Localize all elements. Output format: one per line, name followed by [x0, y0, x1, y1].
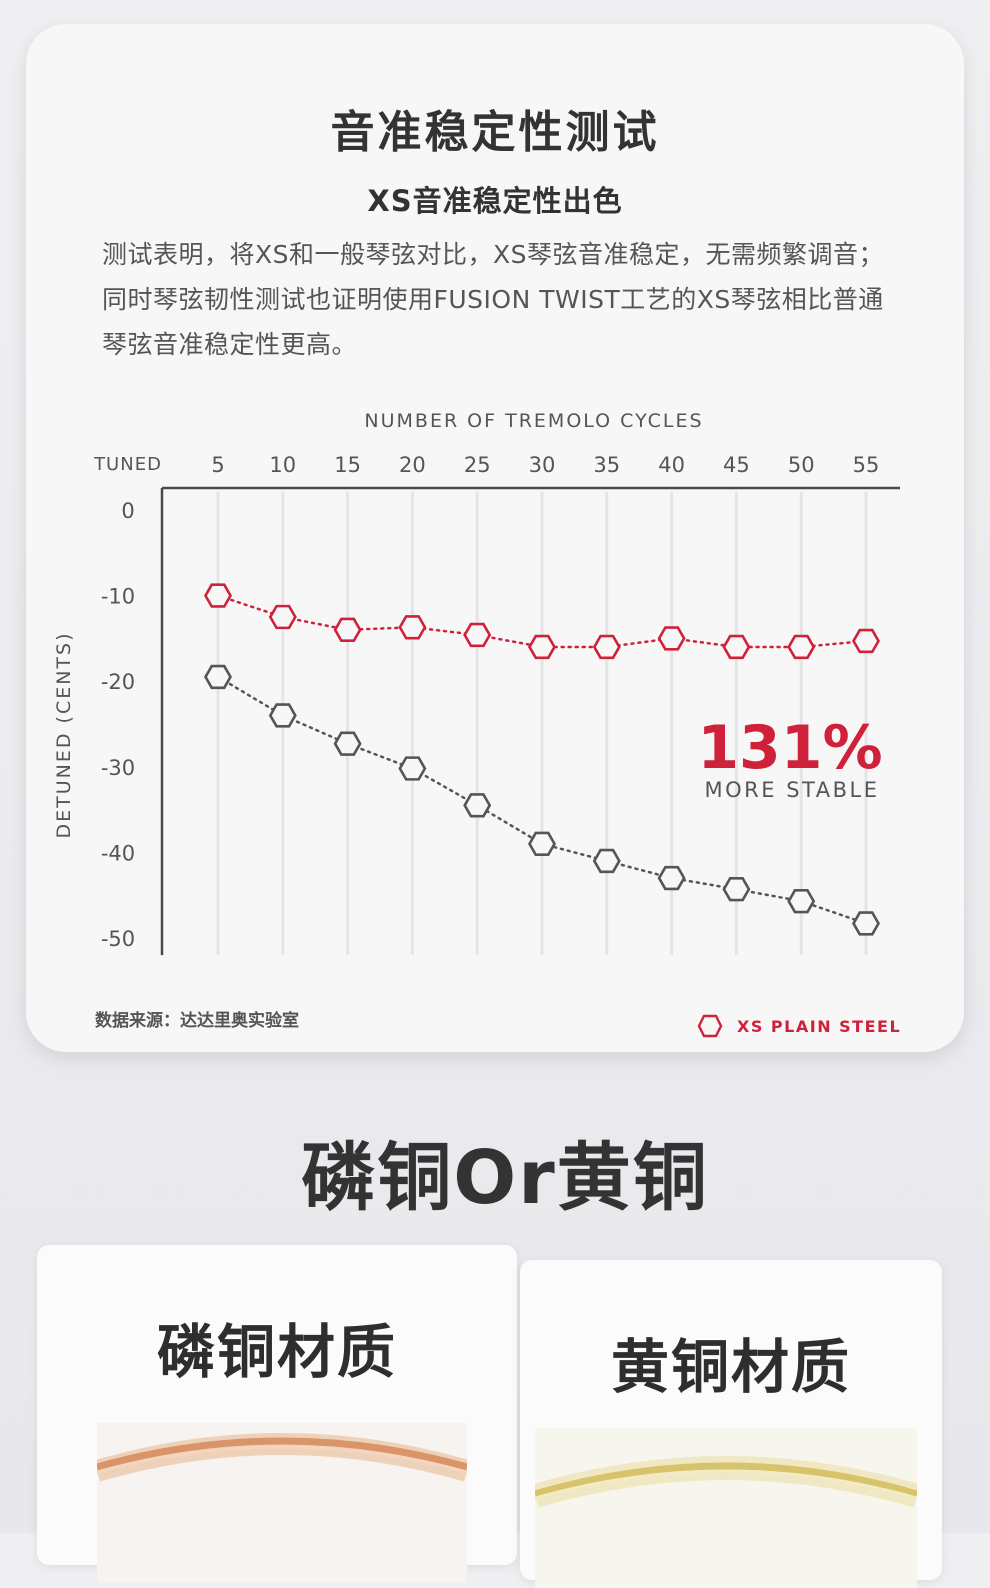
y-tick-label: -40 — [101, 841, 135, 865]
stability-test-card — [26, 24, 964, 1052]
y-tick-label: -10 — [101, 585, 135, 609]
data-point-0-10 — [268, 604, 297, 630]
x-tick-label: 40 — [658, 453, 685, 477]
card-title: 音准稳定性测试 — [330, 107, 660, 158]
data-point-1-5 — [204, 664, 232, 690]
data-point-1-40 — [657, 865, 686, 891]
x-tick-label: 10 — [269, 453, 296, 477]
y-axis-title: DETUNED (CENTS) — [53, 631, 75, 838]
data-point-0-50 — [787, 634, 816, 660]
data-point-1-30 — [528, 831, 556, 857]
card-description: 测试表明，将XS和一般琴弦对比，XS琴弦音准稳定，无需频繁调音；同时琴弦韧性测试… — [102, 240, 884, 359]
data-point-0-5 — [204, 583, 232, 608]
x-tick-label-tuned: TUNED — [93, 454, 162, 475]
x-axis-title: NUMBER OF TREMOLO CYCLES — [364, 410, 703, 432]
data-point-1-55 — [852, 911, 880, 936]
card-subtitle: XS音准稳定性出色 — [367, 184, 623, 218]
annotation-label: MORE STABLE — [705, 778, 880, 802]
x-tick-label: 20 — [399, 453, 426, 477]
y-tick-label: -30 — [101, 756, 135, 780]
y-tick-label: -50 — [101, 927, 135, 951]
brass-panel: 黄铜材质 — [520, 1260, 942, 1588]
annotation-value: 131% — [697, 713, 882, 783]
data-point-0-40 — [657, 626, 686, 651]
data-point-1-20 — [398, 756, 427, 781]
x-tick-label: 30 — [529, 453, 556, 477]
section-title: 磷铜Or黄铜 — [301, 1135, 709, 1221]
data-point-0-55 — [852, 628, 880, 654]
data-point-0-45 — [722, 634, 751, 660]
x-tick-label: 55 — [853, 453, 880, 477]
data-point-0-30 — [528, 634, 556, 660]
x-tick-label: 5 — [211, 453, 224, 477]
chart-legend: XS PLAIN STEEL — [697, 1014, 901, 1038]
stability-chart: NUMBER OF TREMOLO CYCLES TUNED 5 10 15 20 25 30… — [53, 410, 900, 956]
x-tick-label: 45 — [723, 453, 750, 477]
data-point-1-25 — [463, 793, 492, 818]
data-point-1-10 — [268, 703, 297, 728]
phosphor-bronze-string-image — [97, 1423, 467, 1583]
data-point-0-15 — [333, 617, 362, 643]
legend-label: XS PLAIN STEEL — [737, 1016, 902, 1036]
data-point-1-35 — [592, 848, 621, 874]
data-point-0-25 — [463, 622, 492, 648]
x-tick-label: 25 — [464, 453, 491, 477]
data-point-1-50 — [787, 889, 816, 914]
y-tick-label: -20 — [101, 670, 135, 694]
phosphor-bronze-panel: 磷铜材质 — [37, 1245, 517, 1583]
x-tick-label: 15 — [334, 453, 361, 477]
brass-string-image — [535, 1428, 917, 1588]
y-tick-label: 0 — [121, 499, 134, 523]
hexagon-marker-icon — [697, 1014, 723, 1038]
data-point-1-15 — [333, 731, 362, 756]
data-point-0-20 — [398, 615, 427, 640]
source-note: 数据来源：达达里奥实验室 — [95, 1011, 299, 1031]
x-tick-label: 35 — [593, 453, 620, 477]
data-point-1-45 — [722, 877, 751, 902]
x-tick-label: 50 — [788, 453, 815, 477]
panel-title-phosphor-bronze: 磷铜材质 — [156, 1318, 397, 1386]
data-point-0-35 — [592, 634, 621, 660]
panel-title-brass: 黄铜材质 — [610, 1333, 851, 1401]
